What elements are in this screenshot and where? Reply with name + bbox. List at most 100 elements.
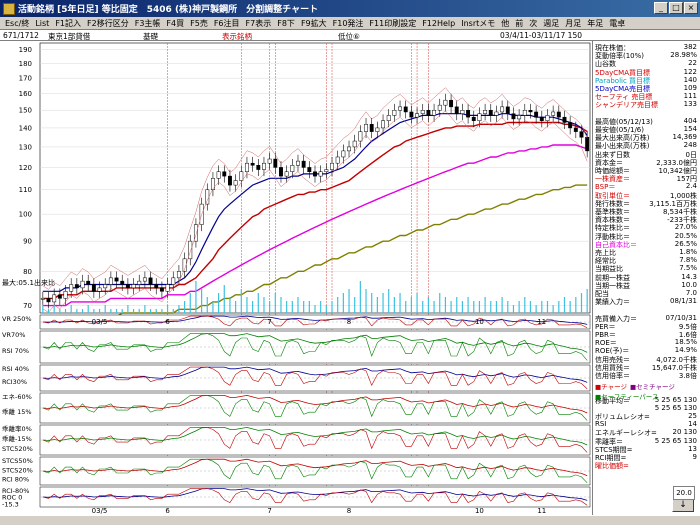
candle-body — [245, 162, 249, 172]
volume-bar — [529, 301, 532, 313]
window-title: 活動銘柄 [5年日足] 等比固定 5406 (株)神戸製鋼所 分割調整チャート — [18, 5, 319, 15]
status-bar — [0, 515, 700, 525]
indicator-label: STCS50% — [2, 457, 33, 465]
info-key: 5DayCMA買目標 — [595, 68, 650, 77]
candle-body — [335, 156, 340, 164]
stock-chart[interactable]: 190 180 170 160 150 140 130 120 110 100 90 80 70 最大:0… — [0, 41, 592, 515]
menu-item-16[interactable]: 前 — [515, 18, 524, 28]
menu-item-6[interactable]: F5売 — [190, 18, 208, 28]
candle-body — [296, 160, 300, 166]
info-row: 乖離率＝ 5 25 65 130 — [595, 437, 699, 446]
maximize-button[interactable]: □ — [669, 2, 683, 14]
x-axis-label: 10 — [475, 507, 484, 515]
candle-body — [545, 115, 550, 121]
menu-item-18[interactable]: 週足 — [543, 18, 560, 28]
candle-body — [74, 284, 79, 289]
menu-item-12[interactable]: F11印刷設定 — [369, 18, 417, 28]
menu-item-17[interactable]: 次 — [529, 18, 538, 28]
candle-body — [103, 284, 108, 289]
candle-body — [273, 158, 278, 168]
info-key: BSP＝ — [595, 183, 616, 192]
volume-bar — [405, 301, 407, 313]
candle-body — [415, 113, 420, 118]
volume-bar — [218, 293, 220, 313]
candle-body — [148, 277, 153, 285]
menu-item-0[interactable]: Esc/終 — [5, 18, 30, 28]
menu-item-21[interactable]: 電卓 — [609, 18, 626, 28]
candle-body — [188, 240, 193, 260]
minimize-button[interactable]: _ — [654, 2, 668, 14]
menu-item-10[interactable]: F9拡大 — [300, 18, 327, 28]
volume-bar — [580, 293, 583, 313]
volume-bar — [512, 305, 515, 313]
info-key: シャンデリア売目標 — [595, 101, 658, 110]
info-key: 信用買残＝ — [595, 363, 630, 372]
scroll-down-button[interactable]: 20.0 ↓ — [672, 486, 695, 512]
info-value: 248 — [683, 141, 697, 150]
menu-item-3[interactable]: F2移行区分 — [87, 18, 129, 28]
info-row: 当期一株益 10.0 — [595, 281, 699, 290]
volume-bar — [376, 297, 378, 313]
candle-body — [80, 280, 85, 289]
candle-body — [477, 113, 482, 121]
candle-body — [539, 116, 544, 121]
volume-bar — [467, 297, 469, 313]
info-value: 7.0 — [685, 289, 697, 297]
info-row: ROE＝ 18.5% — [595, 338, 699, 347]
candle-body — [171, 277, 176, 285]
menu-item-7[interactable]: F6注目 — [213, 18, 240, 28]
volume-bar — [229, 297, 231, 313]
candle-body — [573, 127, 578, 132]
menu-item-20[interactable]: 年足 — [587, 18, 604, 28]
info-label-3: 低位⑥ — [338, 32, 360, 41]
info-row: ROE(予)＝ 14.9% — [595, 346, 699, 355]
volume-bar — [115, 309, 118, 313]
menu-item-14[interactable]: Insrtメモ — [461, 18, 496, 28]
price-tick-label: 170 — [19, 75, 32, 83]
volume-bar — [76, 309, 78, 313]
info-key: 曜比価額= — [595, 462, 629, 471]
candle-body — [386, 115, 391, 121]
volume-bar — [478, 301, 481, 313]
info-label-2: 表示銘柄 — [222, 32, 252, 41]
candle-body — [398, 106, 403, 111]
info-key: 5DayCMA売目標 — [595, 85, 650, 93]
menu-item-5[interactable]: F4買 — [166, 18, 185, 28]
candle-body — [392, 109, 397, 116]
candle-body — [57, 294, 62, 299]
volume-bar — [342, 293, 344, 313]
info-row: 経常比 7.8% — [595, 256, 699, 265]
info-row: 最安値(05/1/6) 154 — [595, 125, 699, 134]
indicator-label: 乖離率0% — [2, 424, 32, 433]
volume-bar — [212, 301, 214, 313]
info-value: 26.5% — [674, 239, 697, 248]
candle-body — [233, 180, 238, 186]
menu-item-4[interactable]: F3主帳 — [134, 18, 161, 28]
volume-bar — [149, 309, 152, 313]
menu-bar: Esc/終 List F1記入 F2移行区分 F3主帳 F4買 F5売 F6注目 F7表示 F8下… — [0, 17, 700, 30]
volume-bar — [166, 305, 169, 313]
menu-item-9[interactable]: F8下 — [277, 18, 295, 28]
candle-body — [420, 109, 425, 114]
menu-item-8[interactable]: F7表示 — [245, 18, 272, 28]
candle-body — [454, 106, 459, 114]
candle-body — [551, 111, 556, 116]
indicator-line — [42, 315, 588, 325]
info-value: 4,072.0千株 — [656, 355, 697, 364]
menu-item-19[interactable]: 月足 — [565, 18, 582, 28]
menu-item-13[interactable]: F12Help — [422, 18, 456, 28]
menu-item-1[interactable]: List — [35, 18, 50, 28]
menu-item-15[interactable]: 他 — [501, 18, 510, 28]
menu-item-11[interactable]: F10発注 — [332, 18, 364, 28]
info-key: 浮動株比＝ — [595, 232, 630, 241]
menu-item-2[interactable]: F1記入 — [55, 18, 82, 28]
candle-body — [460, 109, 465, 114]
info-key: 現在株価： — [595, 44, 630, 52]
close-button[interactable]: × — [684, 2, 698, 14]
candle-body — [159, 287, 164, 292]
candle-body — [318, 171, 323, 177]
volume-bar — [473, 301, 475, 313]
info-row: RSI 14 — [595, 420, 699, 428]
volume-bar — [518, 301, 520, 313]
indicator-line-2 — [42, 333, 588, 361]
